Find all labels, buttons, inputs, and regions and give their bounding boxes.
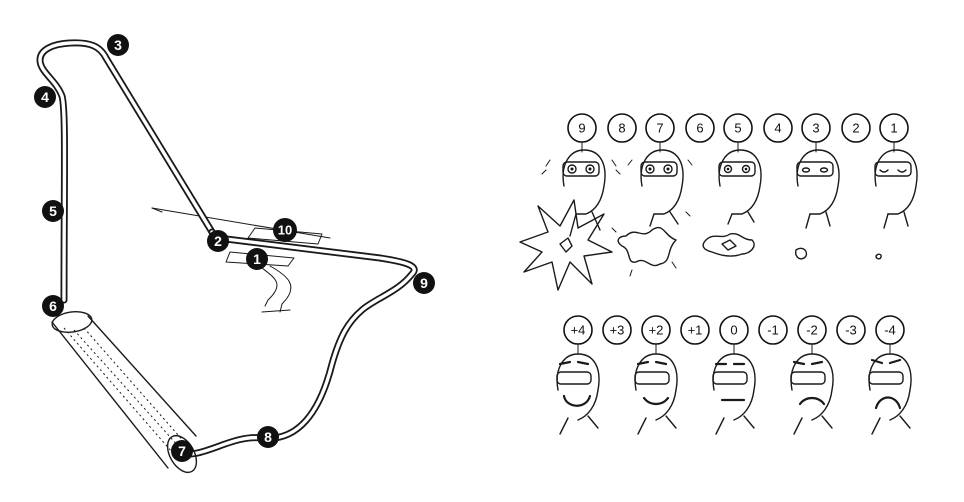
arousal-label-2: 2 <box>841 113 871 143</box>
valence-label-plus-4: +4 <box>563 315 593 345</box>
valence-label-plus-3: +3 <box>602 315 632 345</box>
valence-label-minus-4: -4 <box>875 315 905 345</box>
arousal-label-9: 9 <box>567 113 597 143</box>
svg-text:6: 6 <box>49 298 57 314</box>
svg-text:-2: -2 <box>806 323 818 338</box>
arousal-label-1: 1 <box>879 113 909 143</box>
valence-scale: +4 +3 +2 +1 0 -1 -2 -3 -4 <box>556 315 912 435</box>
marker-7: 7 <box>171 440 193 462</box>
arousal-label-3: 3 <box>801 113 831 143</box>
svg-text:2: 2 <box>852 121 859 136</box>
svg-text:+1: +1 <box>688 323 703 338</box>
svg-text:5: 5 <box>734 121 741 136</box>
valence-label-plus-2: +2 <box>641 315 671 345</box>
marker-9: 9 <box>413 272 435 294</box>
valence-label-0: 0 <box>719 315 749 345</box>
svg-text:4: 4 <box>41 89 49 105</box>
svg-text:0: 0 <box>730 323 737 338</box>
svg-text:3: 3 <box>812 121 819 136</box>
arousal-face-1 <box>874 149 918 260</box>
track-diagram: 1 2 3 4 5 6 7 8 9 10 <box>34 34 435 474</box>
arousal-face-5 <box>702 149 762 257</box>
valence-label-plus-1: +1 <box>680 315 710 345</box>
arousal-scale-labels: 9 8 7 6 5 4 3 2 1 <box>567 113 909 143</box>
svg-text:6: 6 <box>696 121 703 136</box>
svg-text:+4: +4 <box>571 323 586 338</box>
marker-5: 5 <box>42 200 64 222</box>
valence-face-plus-2 <box>634 353 678 435</box>
arousal-label-7: 7 <box>645 113 675 143</box>
arousal-label-5: 5 <box>723 113 753 143</box>
svg-text:9: 9 <box>420 275 428 291</box>
valence-face-plus-4 <box>556 353 600 435</box>
marker-2: 2 <box>207 230 229 252</box>
arousal-label-4: 4 <box>763 113 793 143</box>
marker-10: 10 <box>273 218 297 242</box>
svg-text:3: 3 <box>114 37 122 53</box>
svg-text:-4: -4 <box>884 323 896 338</box>
svg-text:-1: -1 <box>767 323 779 338</box>
track-rail <box>36 39 418 458</box>
marker-8: 8 <box>257 426 279 448</box>
svg-text:8: 8 <box>618 121 625 136</box>
arousal-face-9 <box>519 149 621 291</box>
svg-text:+3: +3 <box>610 323 625 338</box>
arousal-label-6: 6 <box>685 113 715 143</box>
svg-text:8: 8 <box>264 429 272 445</box>
svg-text:9: 9 <box>578 121 585 136</box>
tunnel-tube <box>51 311 198 474</box>
valence-label-minus-3: -3 <box>836 315 866 345</box>
arousal-scale: 9 8 7 6 5 4 3 2 1 <box>519 113 918 291</box>
valence-face-minus-4 <box>868 353 912 435</box>
station-platform <box>151 207 331 313</box>
valence-label-minus-2: -2 <box>797 315 827 345</box>
arousal-face-3 <box>794 149 840 260</box>
svg-text:7: 7 <box>178 443 186 459</box>
marker-1: 1 <box>246 248 268 270</box>
valence-face-minus-2 <box>790 353 834 435</box>
valence-label-minus-1: -1 <box>758 315 788 345</box>
marker-4: 4 <box>34 86 56 108</box>
marker-3: 3 <box>107 34 129 56</box>
svg-text:1: 1 <box>253 251 261 267</box>
marker-6: 6 <box>42 295 64 317</box>
svg-text:-3: -3 <box>845 323 857 338</box>
valence-face-0 <box>712 353 756 435</box>
arousal-face-7 <box>611 149 693 277</box>
svg-text:4: 4 <box>774 121 781 136</box>
svg-text:+2: +2 <box>649 323 664 338</box>
svg-text:2: 2 <box>214 233 222 249</box>
svg-text:7: 7 <box>656 121 663 136</box>
svg-text:10: 10 <box>278 223 292 238</box>
arousal-label-8: 8 <box>607 113 637 143</box>
svg-text:5: 5 <box>49 203 57 219</box>
svg-text:1: 1 <box>890 121 897 136</box>
valence-scale-labels: +4 +3 +2 +1 0 -1 -2 -3 -4 <box>563 315 905 345</box>
